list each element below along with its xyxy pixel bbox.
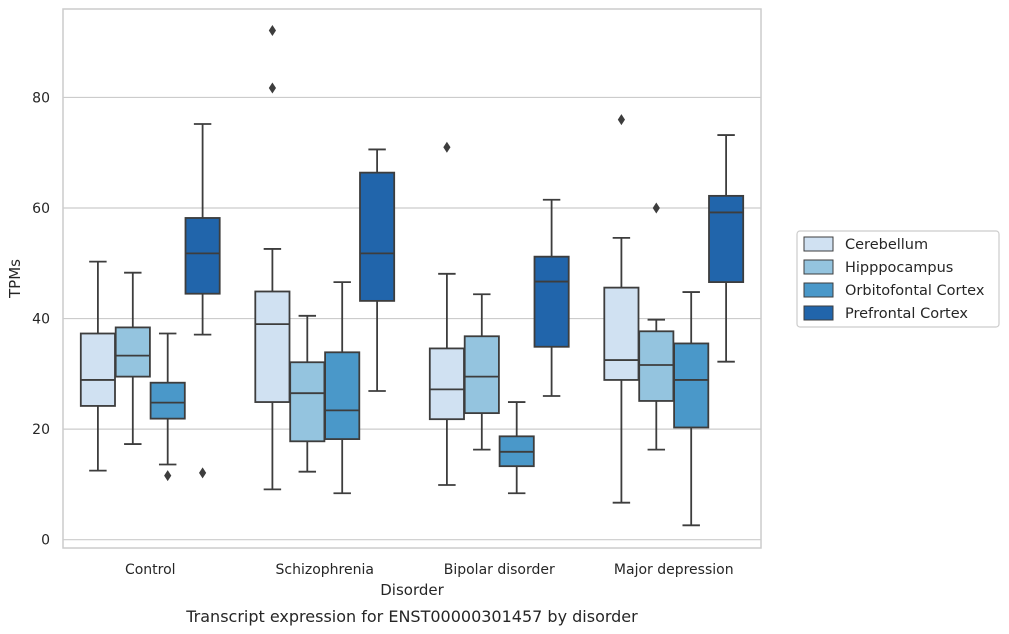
box-iqr [673, 342, 710, 429]
box-prefrontal-cortex [533, 198, 570, 397]
y-tick-label: 40 [32, 312, 50, 328]
box-iqr [359, 171, 396, 302]
box-hipppocampus [289, 314, 326, 473]
box-iqr [708, 194, 745, 283]
x-tick-label: Major depression [614, 562, 734, 578]
y-axis-label: TPMs [6, 259, 24, 299]
legend-item: Cerebellum [803, 236, 928, 253]
box-hipppocampus [638, 202, 675, 451]
legend-frame [796, 230, 1000, 328]
box-plots [79, 25, 745, 527]
legend-label: Orbitofontal Cortex [845, 283, 985, 299]
plot-frame [62, 8, 762, 549]
gridlines [63, 96, 761, 541]
legend-label: Prefrontal Cortex [845, 306, 968, 322]
box-iqr [184, 217, 221, 295]
legend-item: Prefrontal Cortex [803, 305, 968, 322]
y-tick-label: 60 [32, 201, 50, 217]
box-iqr [289, 361, 326, 443]
legend-swatch [803, 282, 834, 298]
legend-item: Orbitofontal Cortex [803, 282, 985, 299]
box-iqr [324, 351, 361, 440]
box-iqr [79, 332, 116, 407]
box-iqr [149, 381, 186, 420]
x-tick-label: Schizophrenia [276, 562, 374, 578]
box-iqr [254, 290, 291, 403]
box-iqr [114, 326, 151, 378]
y-tick-label: 80 [32, 90, 50, 106]
outlier-point [617, 114, 625, 126]
legend: Cerebellum Hipppocampus Orbitofontal Corte… [796, 230, 1000, 328]
outlier-point [268, 82, 276, 94]
x-tick-label: Control [125, 562, 176, 578]
y-tick-labels: 0 20 40 60 80 [32, 90, 50, 548]
box-orbitofontal-cortex [149, 332, 186, 482]
outlier-point [199, 467, 207, 479]
x-tick-label: Bipolar disorder [444, 562, 555, 578]
legend-item: Hipppocampus [803, 259, 953, 276]
y-tick-label: 0 [41, 533, 50, 549]
chart-caption: Transcript expression for ENST0000030145… [185, 607, 638, 626]
box-cerebellum [603, 114, 640, 504]
box-prefrontal-cortex [359, 148, 396, 392]
x-tick-labels: Control Schizophrenia Bipolar disorder Majo… [125, 562, 734, 578]
box-prefrontal-cortex [184, 123, 221, 479]
box-iqr [603, 286, 640, 381]
box-orbitofontal-cortex [324, 281, 361, 495]
y-tick-label: 20 [32, 422, 50, 438]
outlier-point [268, 25, 276, 37]
box-hipppocampus [114, 271, 151, 445]
box-orbitofontal-cortex [498, 401, 535, 495]
box-hipppocampus [463, 293, 500, 451]
legend-label: Hipppocampus [845, 260, 953, 276]
legend-swatch [803, 259, 834, 275]
box-iqr [428, 347, 465, 421]
box-prefrontal-cortex [708, 134, 745, 363]
box-iqr [463, 335, 500, 415]
x-axis-label: Disorder [380, 581, 444, 599]
box-cerebellum [79, 260, 116, 472]
box-iqr [638, 330, 675, 402]
box-orbitofontal-cortex [673, 291, 710, 527]
legend-swatch [803, 305, 834, 321]
outlier-point [652, 202, 660, 214]
outlier-point [443, 141, 451, 153]
legend-swatch [803, 236, 834, 252]
legend-label: Cerebellum [845, 237, 928, 253]
outlier-point [164, 470, 172, 482]
box-cerebellum [254, 25, 291, 491]
box-cerebellum [428, 141, 465, 486]
box-iqr [533, 255, 570, 348]
